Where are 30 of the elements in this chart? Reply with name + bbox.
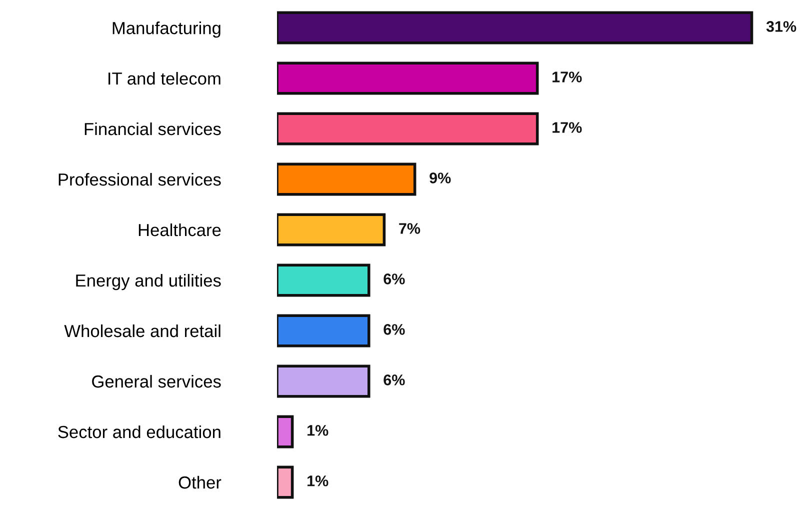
data-label: 17% (552, 122, 582, 133)
bar (277, 466, 294, 499)
bar (277, 314, 370, 348)
bar (277, 364, 370, 398)
bar (277, 11, 754, 44)
y-tick-label: Professional services (58, 172, 221, 186)
y-tick-label: Other (178, 476, 222, 489)
y-tick-label: Healthcare (138, 223, 221, 236)
y-tick-label: Manufacturing (112, 21, 220, 38)
data-label: 6% (384, 274, 405, 284)
data-label: 7% (399, 223, 420, 234)
data-label: 1% (308, 476, 328, 486)
y-tick-label: IT and telecom (108, 72, 220, 85)
bar (277, 264, 370, 297)
bar (277, 415, 294, 448)
y-tick-label: Wholesale and retail (64, 324, 220, 338)
y-tick-label: General services (92, 374, 221, 388)
data-label: 6% (384, 374, 405, 386)
data-label: 31% (766, 21, 796, 32)
y-tick-label: Sector and education (58, 425, 220, 438)
bar (277, 112, 539, 146)
data-label: 1% (308, 425, 328, 436)
data-label: 17% (552, 72, 582, 82)
data-label: 9% (430, 172, 451, 184)
bar (277, 162, 416, 196)
bar (277, 213, 386, 246)
y-tick-label: Energy and utilities (76, 274, 221, 290)
bar (277, 62, 539, 95)
y-tick-label: Financial services (84, 122, 221, 136)
data-label: 6% (384, 324, 405, 335)
